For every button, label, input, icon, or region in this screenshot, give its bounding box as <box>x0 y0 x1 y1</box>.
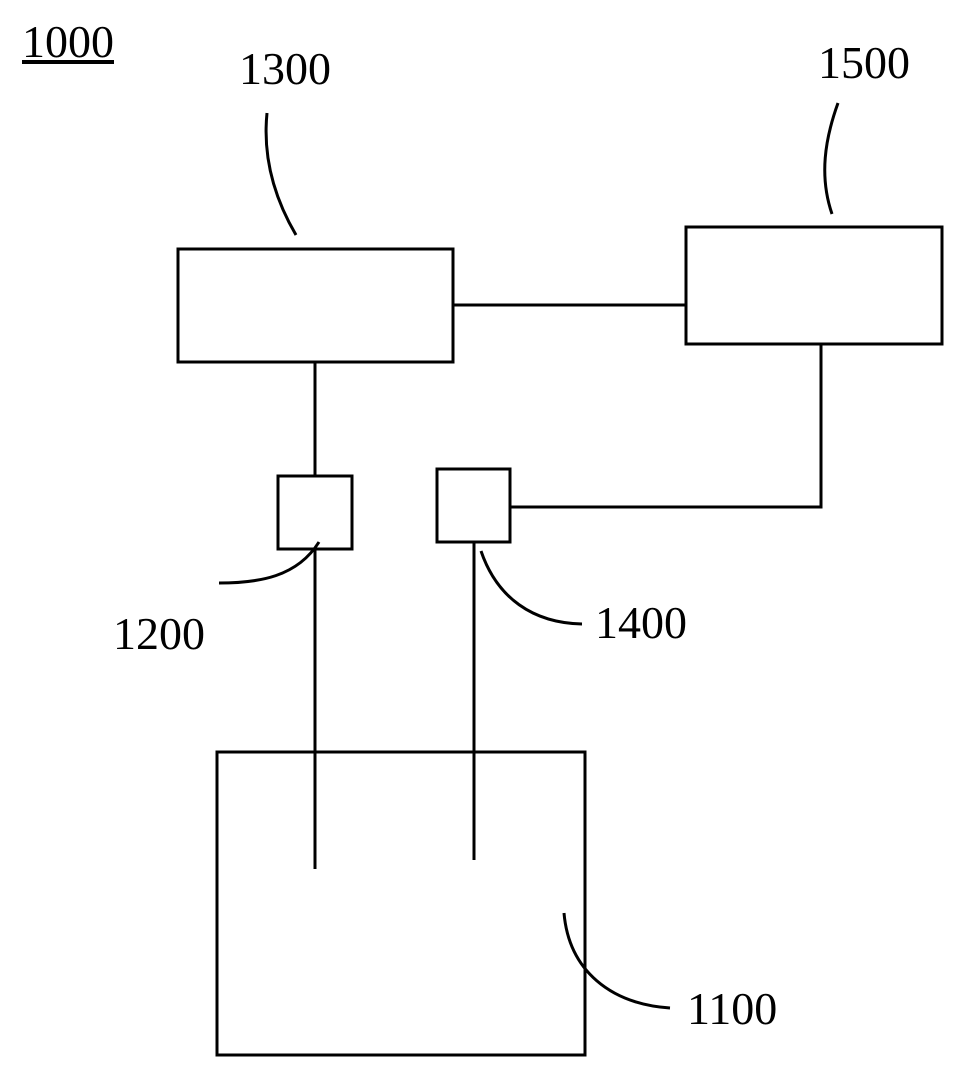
leader-1300 <box>266 113 296 235</box>
leader-1500 <box>825 103 838 214</box>
diagram-svg <box>0 0 970 1071</box>
box-1400 <box>437 469 510 542</box>
box-1300 <box>178 249 453 362</box>
leader-1100 <box>564 913 670 1008</box>
box-1500 <box>686 227 942 344</box>
edge-box_1500-box_1400 <box>510 344 821 507</box>
box-1200 <box>278 476 352 549</box>
box-1100 <box>217 752 585 1055</box>
leader-1400 <box>481 551 582 624</box>
